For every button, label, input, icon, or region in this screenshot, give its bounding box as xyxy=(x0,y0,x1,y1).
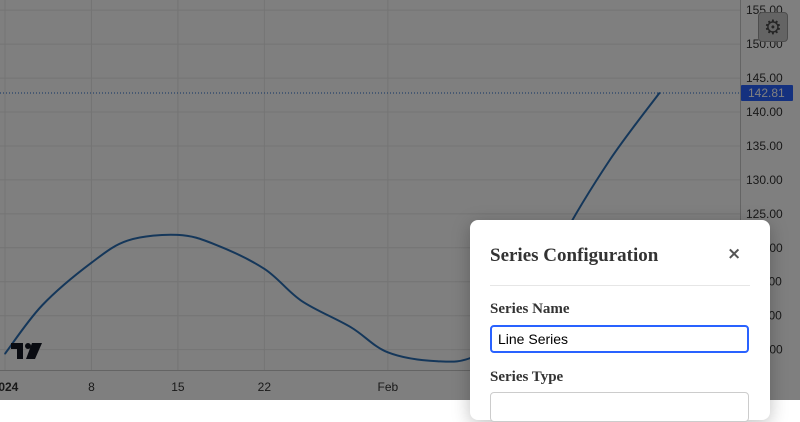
series-type-label: Series Type xyxy=(490,369,564,385)
dialog-divider xyxy=(490,285,750,286)
series-name-input[interactable] xyxy=(490,325,749,353)
dialog-title: Series Configuration xyxy=(490,245,659,266)
series-config-dialog: Series Configuration × xyxy=(470,220,770,420)
series-name-label: Series Name xyxy=(490,301,570,317)
close-button[interactable]: × xyxy=(727,244,742,264)
series-type-select[interactable] xyxy=(490,392,749,422)
